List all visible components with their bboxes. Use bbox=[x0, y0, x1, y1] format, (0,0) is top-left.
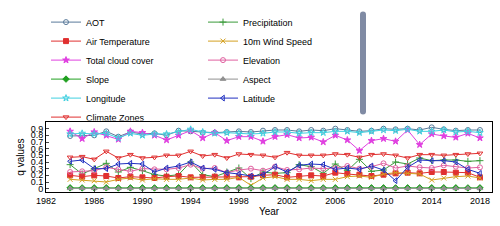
svg-text:2010: 2010 bbox=[373, 196, 393, 206]
svg-text:0.8: 0.8 bbox=[31, 130, 44, 140]
svg-text:0: 0 bbox=[38, 184, 43, 194]
svg-text:1994: 1994 bbox=[181, 196, 201, 206]
svg-text:Air Temperature: Air Temperature bbox=[86, 37, 150, 47]
svg-text:Latitude: Latitude bbox=[243, 94, 275, 104]
svg-text:1990: 1990 bbox=[132, 196, 152, 206]
svg-text:Slope: Slope bbox=[86, 75, 109, 85]
svg-text:Total cloud cover: Total cloud cover bbox=[86, 56, 154, 66]
svg-text:2006: 2006 bbox=[325, 196, 345, 206]
svg-text:AOT: AOT bbox=[86, 18, 105, 28]
svg-text:2002: 2002 bbox=[277, 196, 297, 206]
svg-text:1986: 1986 bbox=[84, 196, 104, 206]
svg-text:Year: Year bbox=[259, 206, 280, 217]
svg-text:q values: q values bbox=[15, 138, 26, 175]
svg-text:2018: 2018 bbox=[470, 196, 490, 206]
svg-text:0.3: 0.3 bbox=[31, 164, 44, 174]
svg-text:2014: 2014 bbox=[422, 196, 442, 206]
svg-text:10m Wind Speed: 10m Wind Speed bbox=[243, 37, 312, 47]
svg-text:0.6: 0.6 bbox=[31, 144, 44, 154]
svg-text:1982: 1982 bbox=[36, 196, 56, 206]
svg-text:Precipitation: Precipitation bbox=[243, 18, 293, 28]
svg-text:Elevation: Elevation bbox=[243, 56, 280, 66]
svg-text:Longitude: Longitude bbox=[86, 94, 126, 104]
svg-text:0.9: 0.9 bbox=[31, 124, 44, 134]
svg-text:0.4: 0.4 bbox=[31, 157, 44, 167]
svg-text:0.5: 0.5 bbox=[31, 150, 44, 160]
svg-text:0.2: 0.2 bbox=[31, 170, 44, 180]
svg-text:Climate Zones: Climate Zones bbox=[86, 113, 145, 121]
svg-text:1998: 1998 bbox=[229, 196, 249, 206]
svg-text:Aspect: Aspect bbox=[243, 75, 271, 85]
svg-text:0.1: 0.1 bbox=[31, 177, 44, 187]
svg-text:0.7: 0.7 bbox=[31, 137, 44, 147]
